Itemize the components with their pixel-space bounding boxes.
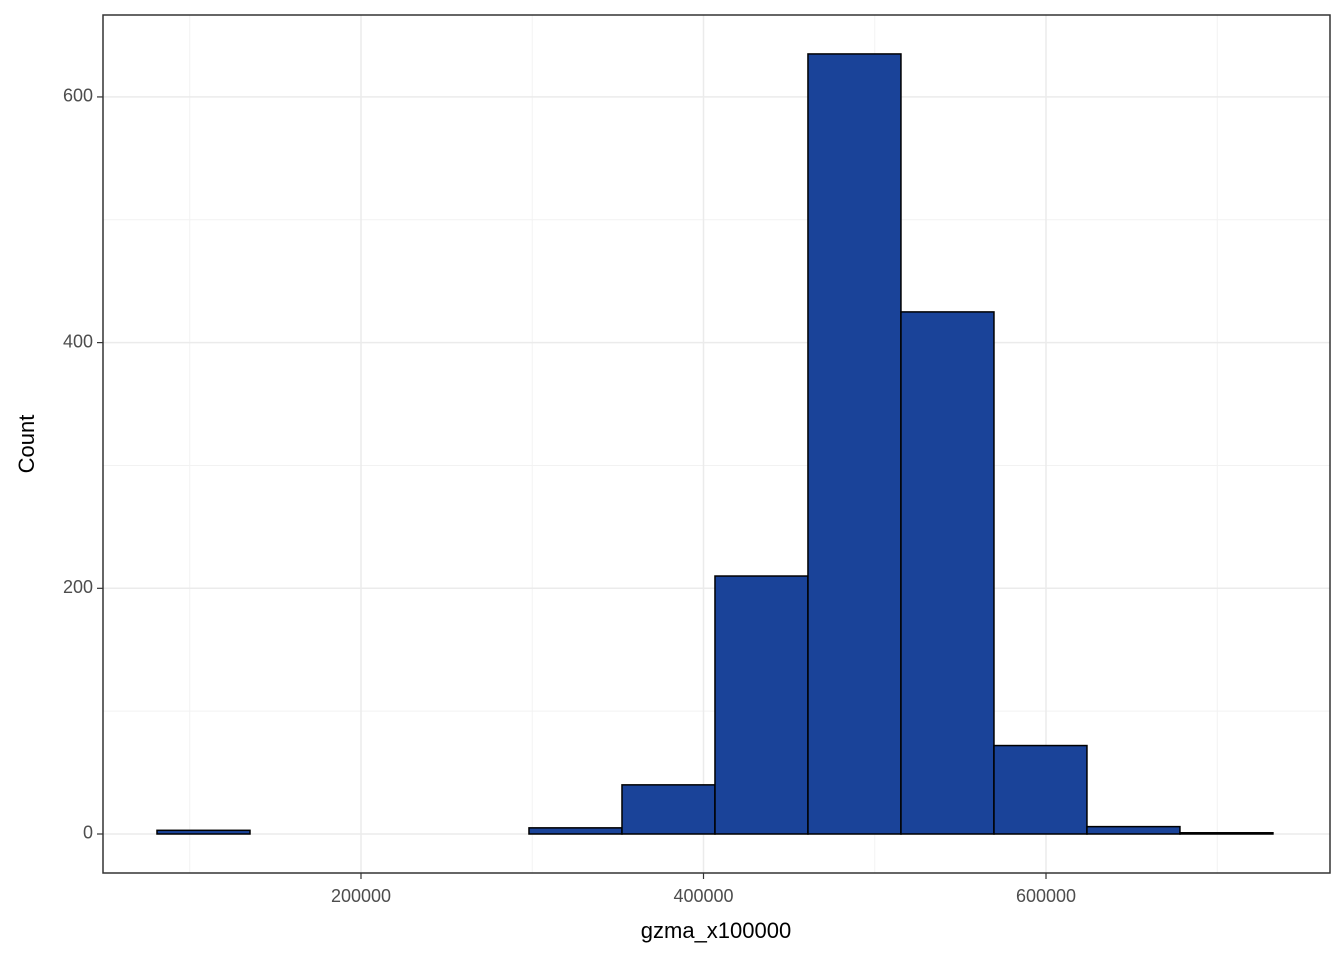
x-tick-label: 200000 xyxy=(331,886,391,906)
y-tick-label: 600 xyxy=(63,86,93,106)
bar xyxy=(1179,832,1274,835)
bar xyxy=(714,575,809,835)
y-tick-label: 400 xyxy=(63,331,93,351)
bar xyxy=(993,744,1088,835)
bar xyxy=(528,827,623,835)
x-tick-label: 400000 xyxy=(673,886,733,906)
bar xyxy=(156,829,251,835)
bar xyxy=(1086,825,1181,835)
y-tick-label: 200 xyxy=(63,577,93,597)
y-axis-title: Count xyxy=(14,415,39,474)
bar xyxy=(900,311,995,835)
x-tick-label: 600000 xyxy=(1016,886,1076,906)
x-axis-title: gzma_x100000 xyxy=(641,918,791,943)
bar xyxy=(621,784,716,835)
panel-border xyxy=(102,14,1331,874)
bar xyxy=(807,53,902,835)
y-tick-label: 0 xyxy=(83,823,93,843)
